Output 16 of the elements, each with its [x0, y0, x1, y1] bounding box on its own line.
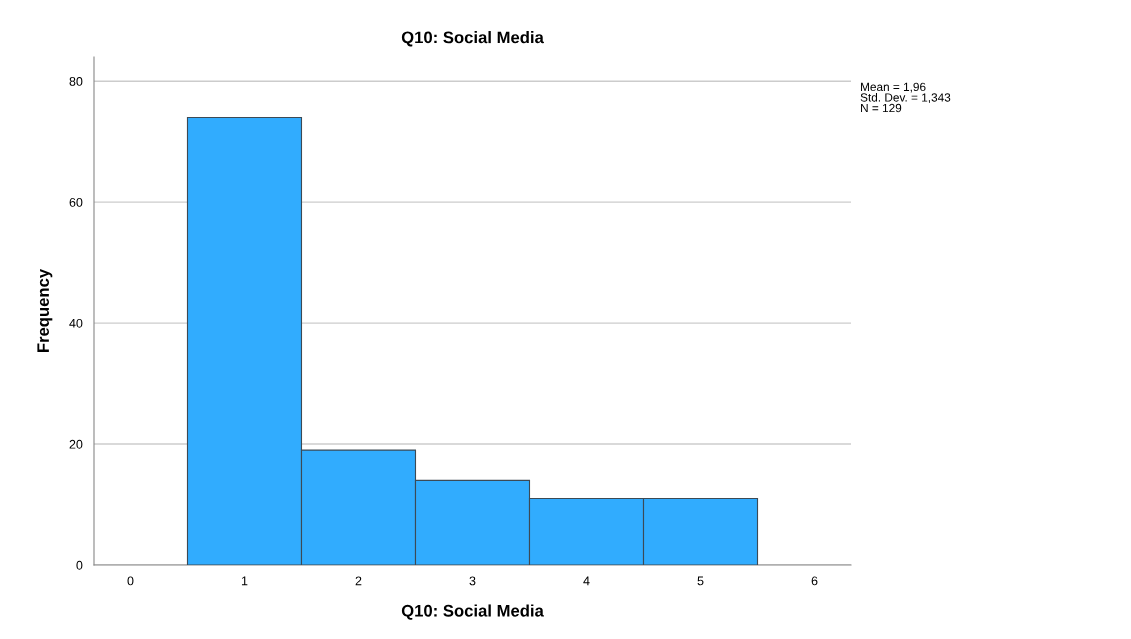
x-tick-label: 0: [127, 576, 134, 586]
chart-title: Q10: Social Media: [401, 31, 544, 47]
x-tick-label: 6: [811, 576, 818, 586]
x-tick-label: 2: [355, 576, 362, 586]
text: Mean = 1,96 Std. Dev. = 1,343 N = 129: [860, 82, 951, 113]
y-tick-label: 80: [69, 76, 83, 86]
x-tick-label: 1: [241, 576, 248, 586]
y-tick-label: 20: [69, 439, 83, 449]
y-tick-label: 60: [69, 197, 83, 207]
x-tick-label: 5: [697, 576, 704, 586]
x-tick-label: 4: [583, 576, 590, 586]
y-axis-title: Frequency: [37, 268, 53, 353]
y-tick-label: 0: [76, 560, 83, 570]
x-tick-label: 3: [469, 576, 476, 586]
x-axis-title: Q10: Social Media: [401, 604, 544, 620]
y-tick-label: 40: [69, 318, 83, 328]
